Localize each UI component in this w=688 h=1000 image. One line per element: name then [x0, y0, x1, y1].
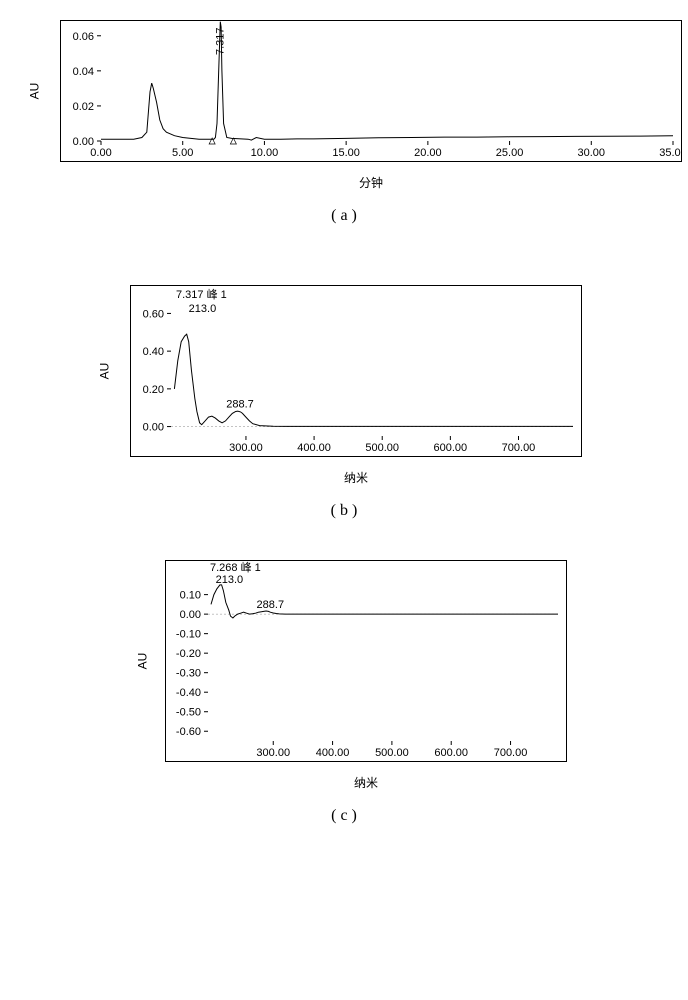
chart-b-ylabel: AU [97, 363, 111, 380]
svg-text:600.00: 600.00 [434, 747, 468, 759]
svg-text:700.00: 700.00 [502, 442, 536, 454]
chart-a-sublabel: ( a ) [20, 207, 668, 225]
svg-text:0.40: 0.40 [143, 346, 164, 358]
svg-text:300.00: 300.00 [229, 442, 263, 454]
svg-text:0.06: 0.06 [73, 31, 94, 43]
chart-b-xlabel: 纳米 [344, 469, 368, 486]
svg-text:0.20: 0.20 [143, 384, 164, 396]
svg-text:0.04: 0.04 [73, 66, 94, 78]
svg-text:-0.60: -0.60 [176, 726, 201, 738]
svg-text:0.10: 0.10 [180, 590, 201, 602]
svg-text:0.00: 0.00 [73, 136, 94, 148]
svg-text:288.7: 288.7 [257, 599, 285, 611]
svg-text:288.7: 288.7 [226, 399, 254, 411]
chart-a-frame: AU 0.005.0010.0015.0020.0025.0030.0035.0… [60, 20, 682, 162]
svg-text:0.00: 0.00 [180, 609, 201, 621]
svg-text:10.00: 10.00 [251, 147, 279, 159]
svg-text:7.268 峰 1: 7.268 峰 1 [210, 561, 261, 574]
svg-text:30.00: 30.00 [578, 147, 606, 159]
svg-text:0.00: 0.00 [143, 422, 164, 434]
svg-text:400.00: 400.00 [316, 747, 350, 759]
svg-text:15.00: 15.00 [332, 147, 360, 159]
svg-text:213.0: 213.0 [216, 574, 244, 586]
svg-text:-0.30: -0.30 [176, 668, 201, 680]
svg-text:5.00: 5.00 [172, 147, 193, 159]
svg-text:0.00: 0.00 [90, 147, 111, 159]
chart-c-frame: AU 300.00400.00500.00600.00700.00-0.60-0… [165, 560, 567, 762]
chart-c-block: AU 300.00 400.00 500.00 600.00 700.00 -0.60 -0… [20, 560, 668, 825]
svg-text:-0.40: -0.40 [176, 687, 201, 699]
svg-text:500.00: 500.00 [375, 747, 409, 759]
svg-text:0.60: 0.60 [143, 308, 164, 320]
chart-a-svg: 0.00 5.00 10.00 15.00 20.00 25.00 30.00 35.00 0.… [61, 21, 681, 161]
chart-c-xlabel: 纳米 [354, 774, 378, 791]
svg-text:0.02: 0.02 [73, 101, 94, 113]
svg-text:-0.20: -0.20 [176, 648, 201, 660]
svg-text:20.00: 20.00 [414, 147, 442, 159]
chart-b-frame: AU 300.00400.00500.00600.00700.000.000.2… [130, 285, 582, 457]
svg-text:700.00: 700.00 [494, 747, 528, 759]
svg-text:35.00: 35.00 [659, 147, 681, 159]
chart-a-block: AU 0.005.0010.0015.0020.0025.0030.0035.0… [20, 20, 668, 225]
svg-text:300.00: 300.00 [256, 747, 290, 759]
svg-text:213.0: 213.0 [189, 303, 217, 315]
svg-text:-0.50: -0.50 [176, 707, 201, 719]
svg-text:-0.10: -0.10 [176, 629, 201, 641]
svg-text:25.00: 25.00 [496, 147, 524, 159]
chart-b-block: AU 300.00 400.00 500.00 600.00 700.00 0.00 0.2… [20, 285, 668, 520]
svg-text:7.317: 7.317 [215, 27, 227, 55]
svg-text:600.00: 600.00 [434, 442, 468, 454]
svg-text:400.00: 400.00 [297, 442, 331, 454]
svg-text:7.317 峰 1: 7.317 峰 1 [176, 288, 227, 301]
chart-b-sublabel: ( b ) [20, 502, 668, 520]
chart-b-svg: 300.00 400.00 500.00 600.00 700.00 0.00 0.20 0.… [131, 286, 581, 456]
chart-c-sublabel: ( c ) [20, 807, 668, 825]
chart-a-ylabel: AU [27, 83, 41, 100]
chart-c-ylabel: AU [135, 653, 149, 670]
chart-a-xlabel: 分钟 [359, 174, 383, 191]
svg-text:500.00: 500.00 [365, 442, 399, 454]
chart-c-svg: 300.00 400.00 500.00 600.00 700.00 -0.60 -0.50… [166, 561, 566, 761]
